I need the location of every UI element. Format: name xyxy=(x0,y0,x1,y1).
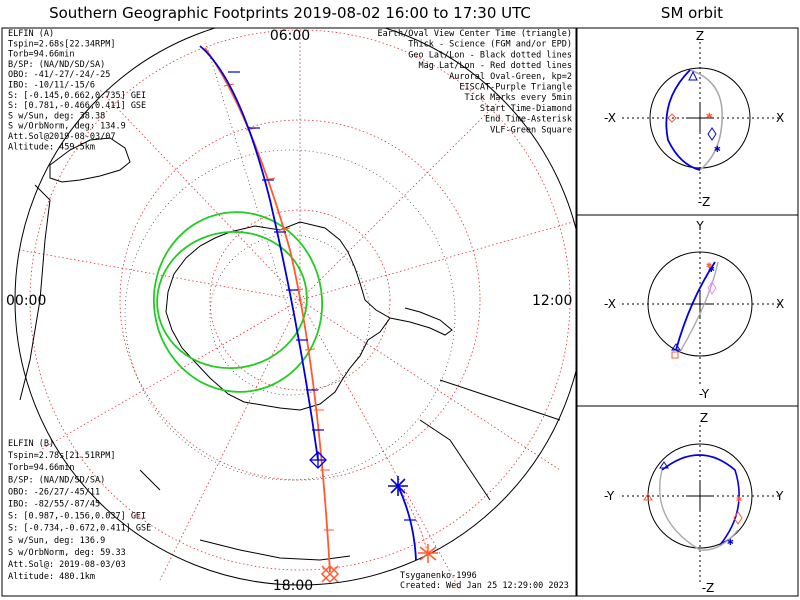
auroral-oval xyxy=(152,211,324,393)
elfin-a-line: B/SP: (NA/ND/SD/SA) xyxy=(8,60,105,70)
sm2-right: X xyxy=(776,297,784,311)
sm-title: SM orbit xyxy=(661,4,723,22)
time-label-left: 00:00 xyxy=(6,293,46,309)
sm3-right: Y xyxy=(775,489,784,503)
elfin-a-line: Altitude: 459.5km xyxy=(8,142,95,152)
elfin-b-info: ELFIN (B) Tspin=2.78s[21.51RPM] Torb=94.66… xyxy=(8,439,151,582)
sm-panel-xy: ✱ ✱ Y -Y -X X xyxy=(604,219,784,401)
sm1-bottom: -Z xyxy=(698,195,711,209)
svg-text:✱: ✱ xyxy=(736,494,742,505)
svg-text:✱: ✱ xyxy=(706,109,713,122)
svg-text:✱: ✱ xyxy=(727,535,734,548)
elfin-a-line: S w/OrbNorm, deg: 134.9 xyxy=(8,122,126,132)
legend-item: Earth/Oval View Center Time (triangle) xyxy=(378,29,572,39)
elfin-b-line: Altitude: 480.1km xyxy=(8,572,95,582)
elfin-b-end-asterisk xyxy=(418,544,438,563)
elfin-b-line: Tspin=2.78s[21.51RPM] xyxy=(8,451,115,461)
map-frame xyxy=(1,27,577,597)
sm3-bottom: -Z xyxy=(702,581,715,595)
elfin-b-line: ELFIN (B) xyxy=(8,439,54,449)
elfin-b-line: IBO: -82/55/-87/45 xyxy=(8,500,100,510)
elfin-b-start-diamond xyxy=(320,564,340,584)
legend-item: End Time-Asterisk xyxy=(485,115,572,125)
elfin-b-line: Torb=94.66min xyxy=(8,463,75,473)
elfin-b-line: S w/Sun, deg: 136.9 xyxy=(8,536,105,546)
time-label-bottom: 18:00 xyxy=(273,578,313,594)
legend-item: Geo Lat/Lon - Black dotted lines xyxy=(408,50,572,60)
sm1-top: Z xyxy=(696,29,704,43)
elfin-a-line: S: [-0.145,0.662,0.735] GEI xyxy=(8,91,146,101)
model-label: Tsyganenko-1996 xyxy=(400,571,477,581)
legend-item: Tick Marks every 5min xyxy=(465,93,572,103)
sm2-top: Y xyxy=(695,219,704,233)
elfin-a-end-asterisk xyxy=(388,476,408,496)
page-title: Southern Geographic Footprints 2019-08-0… xyxy=(49,4,531,22)
track-elfin-b xyxy=(204,47,438,584)
elfin-a-line: ELFIN (A) xyxy=(8,29,54,39)
elfin-a-line: Tspin=2.68s[22.34RPM] xyxy=(8,39,115,49)
sm2-bottom: -Y xyxy=(699,387,710,401)
sm1-left: -X xyxy=(604,111,616,125)
elfin-a-line: OBO: -41/-27/-24/-25 xyxy=(8,70,110,80)
legend-item: VLF-Green Square xyxy=(490,125,572,135)
sm3-left: -Y xyxy=(604,489,615,503)
elfin-a-line: S: [0.781,-0.466,0.411] GSE xyxy=(8,101,146,111)
legend-item: Thick - Science (FGM and/or EPD) xyxy=(408,40,572,50)
svg-text:✱: ✱ xyxy=(714,142,721,155)
map-horizon xyxy=(14,28,576,586)
svg-text:✱: ✱ xyxy=(706,260,712,271)
sm-panel-xz: ✱ ✱ Z -Z -X X xyxy=(604,29,784,209)
sm3-top: Z xyxy=(700,411,708,425)
svg-text:✱: ✱ xyxy=(708,262,715,275)
sm-frame xyxy=(576,27,799,597)
geo-grid xyxy=(124,39,456,481)
elfin-b-line: OBO: -26/27/-45/11 xyxy=(8,487,100,497)
track-elfin-a xyxy=(199,45,417,561)
elfin-a-line: S w/Sun, deg: 38.38 xyxy=(8,111,105,121)
time-label-right: 12:00 xyxy=(532,293,572,309)
elfin-a-start-diamond xyxy=(309,451,327,469)
elfin-a-line: IBO: -10/11/-15/6 xyxy=(8,81,95,91)
elfin-a-line: Torb=94.66min xyxy=(8,50,75,60)
legend: Earth/Oval View Center Time (triangle)Th… xyxy=(378,29,572,135)
elfin-a-info: ELFIN (A)Tspin=2.68s[22.34RPM]Torb=94.66… xyxy=(8,29,146,152)
legend-item: EISCAT-Purple Triangle xyxy=(459,83,572,93)
created-label: Created: Wed Jan 25 12:29:00 2023 xyxy=(400,581,569,591)
elfin-a-line: Att.Sol@2019-08-03/07 xyxy=(8,132,115,142)
sm-panel-yz: ✱ ✱ Z -Z -Y Y xyxy=(604,411,784,595)
elfin-b-line: Att.Sol@: 2019-08-03/03 xyxy=(8,560,126,570)
legend-item: Auroral Oval-Green, kp=2 xyxy=(449,72,572,82)
coastlines xyxy=(19,137,561,561)
sm1-right: X xyxy=(776,111,784,125)
elfin-b-line: S: [-0.734,-0.672,0.411] GSE xyxy=(8,524,151,534)
legend-item: Mag Lat/Lon - Red dotted lines xyxy=(418,61,572,71)
sm2-left: -X xyxy=(604,297,616,311)
elfin-b-line: B/SP: (NA/ND/SD/SA) xyxy=(8,475,105,485)
elfin-b-line: S w/OrbNorm, deg: 59.33 xyxy=(8,548,126,558)
mag-grid xyxy=(19,28,576,591)
elfin-b-line: S: [0.987,-0.156,0.037] GEI xyxy=(8,512,146,522)
time-label-top: 06:00 xyxy=(270,28,310,44)
legend-item: Start Time-Diamond xyxy=(480,104,572,114)
